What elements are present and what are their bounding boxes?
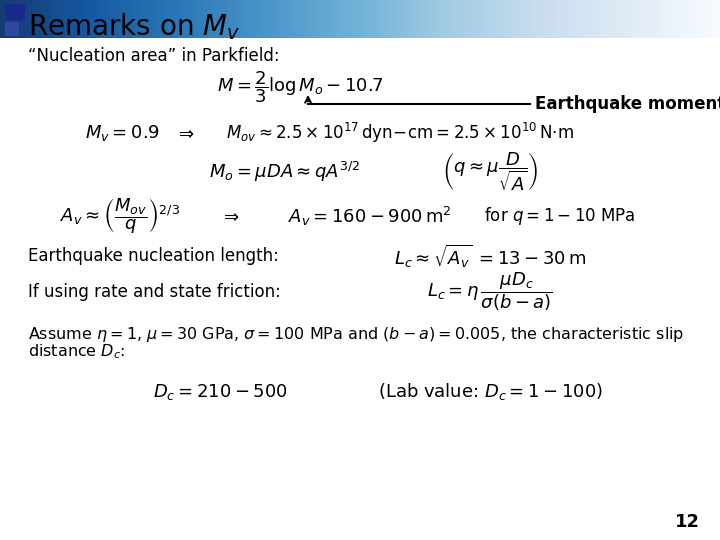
Text: distance $D_c$:: distance $D_c$: [28, 343, 125, 361]
Text: $A_v = 160 - 900\,\mathrm{m}^2$: $A_v = 160 - 900\,\mathrm{m}^2$ [288, 205, 451, 227]
Bar [5, 22, 19, 36]
Text: (Lab value: $D_c = 1 - 100$): (Lab value: $D_c = 1 - 100$) [377, 381, 603, 402]
Text: Earthquake nucleation length:: Earthquake nucleation length: [28, 247, 279, 265]
Text: $\left(q \approx \mu \dfrac{D}{\sqrt{A}}\right)$: $\left(q \approx \mu \dfrac{D}{\sqrt{A}}… [441, 151, 539, 193]
Text: Earthquake moment: Earthquake moment [535, 95, 720, 113]
Text: Assume $\eta = 1$, $\mu = 30$ GPa, $\sigma = 100$ MPa and $(b - a) = 0.005$, the: Assume $\eta = 1$, $\mu = 30$ GPa, $\sig… [28, 326, 684, 345]
Text: for $q = 1 - 10$ MPa: for $q = 1 - 10$ MPa [485, 205, 636, 227]
Text: If using rate and state friction:: If using rate and state friction: [28, 283, 281, 301]
Text: $M_o = \mu DA \approx qA^{3/2}$: $M_o = \mu DA \approx qA^{3/2}$ [210, 160, 361, 184]
Text: $L_c = \eta\,\dfrac{\mu D_c}{\sigma(b-a)}$: $L_c = \eta\,\dfrac{\mu D_c}{\sigma(b-a)… [427, 271, 553, 313]
Text: Remarks on $M_v$: Remarks on $M_v$ [28, 11, 240, 43]
Bar [5, 4, 25, 20]
Text: $\Rightarrow$: $\Rightarrow$ [220, 207, 240, 225]
Text: $L_c \approx \sqrt{A_v} \; = 13 - 30\,\mathrm{m}$: $L_c \approx \sqrt{A_v} \; = 13 - 30\,\m… [394, 242, 586, 269]
Text: $A_v \approx \left(\dfrac{M_{ov}}{q}\right)^{2/3}$: $A_v \approx \left(\dfrac{M_{ov}}{q}\rig… [60, 196, 180, 236]
Text: $M_{ov} \approx 2.5\times10^{17}\,\mathrm{dyn\!-\!cm} = 2.5\times10^{10}\,\mathr: $M_{ov} \approx 2.5\times10^{17}\,\mathr… [226, 121, 574, 145]
Text: “Nucleation area” in Parkfield:: “Nucleation area” in Parkfield: [28, 47, 279, 65]
Text: $\Rightarrow$: $\Rightarrow$ [175, 124, 195, 142]
Text: $M = \dfrac{2}{3}\log M_o - 10.7$: $M = \dfrac{2}{3}\log M_o - 10.7$ [217, 69, 383, 105]
Text: $M_v = 0.9$: $M_v = 0.9$ [85, 123, 160, 143]
Text: 12: 12 [675, 513, 700, 531]
Text: $D_c = 210 - 500$: $D_c = 210 - 500$ [153, 382, 287, 402]
